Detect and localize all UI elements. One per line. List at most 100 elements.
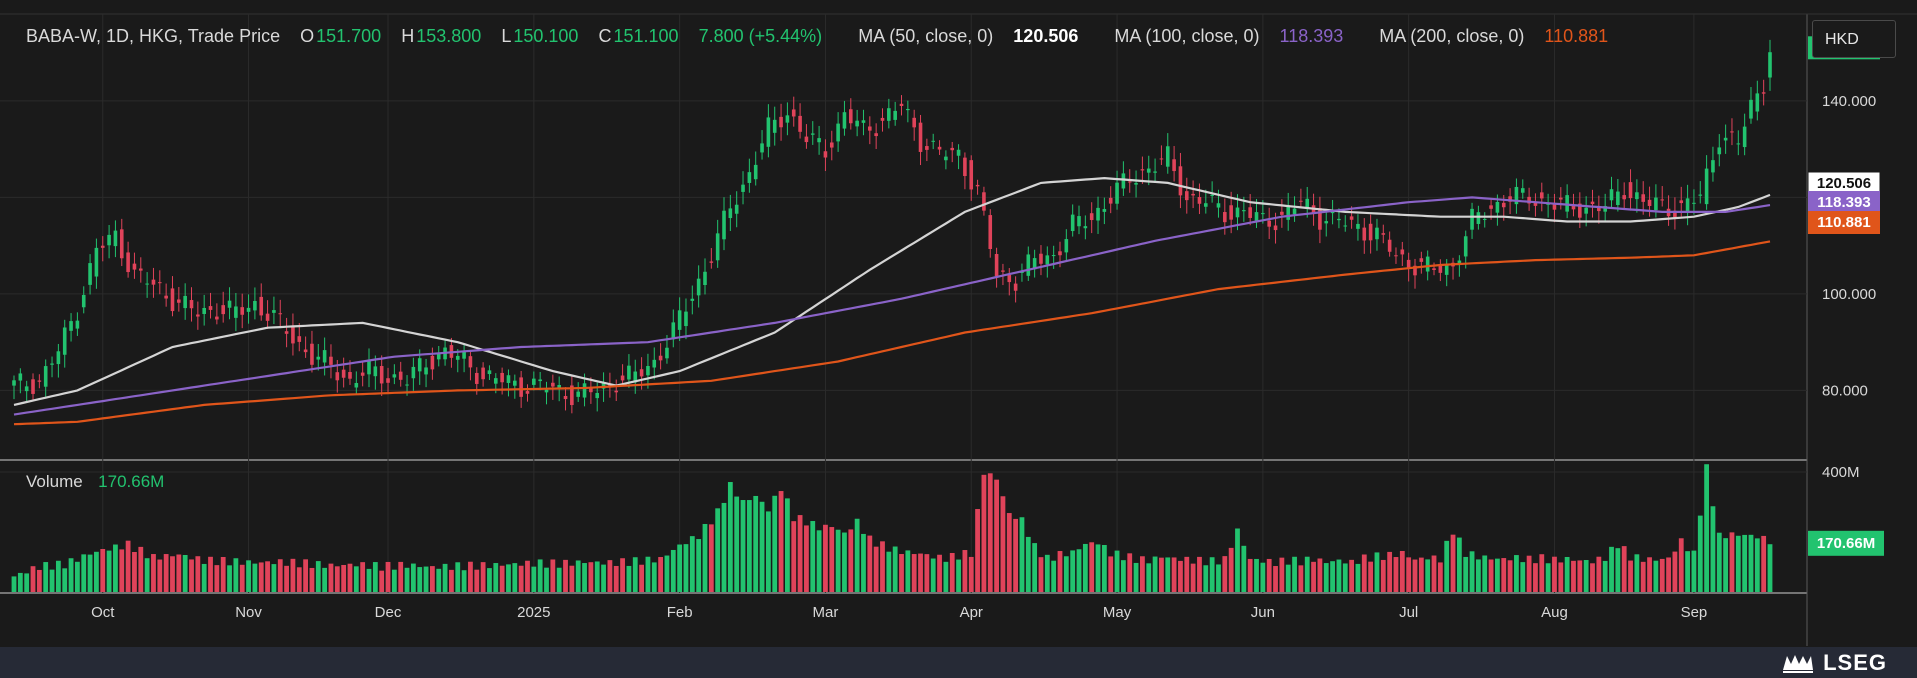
volume-bar <box>315 561 321 592</box>
candle-body <box>75 320 80 329</box>
volume-bar <box>842 532 847 592</box>
candle-body <box>1616 191 1620 205</box>
volume-bar <box>810 521 816 592</box>
candle-body <box>417 358 422 372</box>
candle-body <box>1533 202 1538 206</box>
lseg-mark-icon <box>1783 655 1814 673</box>
candle-body <box>861 120 866 123</box>
volume-bar <box>981 474 987 592</box>
volume-bar <box>746 500 752 592</box>
volume-bar <box>696 539 702 592</box>
candle-body <box>100 245 105 248</box>
volume-bar <box>360 562 366 592</box>
candle-body <box>734 204 739 214</box>
volume-value: 170.66M <box>98 472 165 491</box>
candle-body <box>1368 223 1373 241</box>
candle-body <box>601 382 606 389</box>
candle-body <box>1463 236 1468 257</box>
candle-body <box>696 278 701 296</box>
currency-button[interactable]: HKD <box>1812 20 1896 58</box>
volume-bar <box>937 554 942 592</box>
candle-body <box>145 283 149 285</box>
candle-body <box>107 234 111 246</box>
ma200-label: MA (200, close, 0) <box>1379 26 1525 46</box>
candle-body <box>1064 239 1069 253</box>
volume-bar <box>1038 557 1044 592</box>
volume-bar <box>277 559 283 592</box>
candle-body <box>766 117 771 147</box>
volume-bar <box>1564 556 1570 592</box>
price-label-box <box>1808 191 1880 214</box>
candle-body <box>56 351 61 365</box>
candle-body <box>208 306 213 310</box>
candle-body <box>741 184 745 192</box>
candle-body <box>436 353 441 360</box>
volume-bar <box>11 576 17 592</box>
volume-bar <box>740 500 746 592</box>
volume-bar <box>1006 513 1012 592</box>
volume-bar <box>24 573 30 592</box>
volume-bar <box>1336 559 1342 592</box>
volume-bar <box>1057 551 1063 592</box>
volume-bar <box>518 565 524 592</box>
volume-bar <box>1418 557 1424 592</box>
candle-body <box>69 321 73 331</box>
candle-body <box>322 350 327 363</box>
volume-bar <box>68 558 74 592</box>
candle-body <box>373 366 378 377</box>
price-label-text: 118.393 <box>1817 194 1870 211</box>
volume-bar <box>1304 556 1310 592</box>
volume-bar <box>930 558 936 592</box>
open-label: O <box>300 26 315 46</box>
volume-bar <box>252 563 258 592</box>
candle-body <box>1698 194 1703 196</box>
logo-text: LSEG <box>1823 650 1887 675</box>
volume-bar <box>550 559 556 592</box>
candle-body <box>1508 196 1512 202</box>
volume-bar <box>791 521 797 592</box>
candle-body <box>1419 258 1424 262</box>
candle-body <box>538 379 542 382</box>
candle-body <box>37 380 42 382</box>
candle-body <box>1203 203 1208 207</box>
candle-body <box>1489 205 1493 209</box>
volume-bar <box>372 562 378 592</box>
volume-bar <box>1425 559 1431 592</box>
volume-bar <box>328 563 334 592</box>
volume-bar <box>658 557 664 592</box>
candle-body <box>1514 186 1519 205</box>
volume-bar <box>1393 557 1399 592</box>
candle-body <box>513 380 517 386</box>
volume-bar <box>816 530 822 592</box>
candle-body <box>690 298 695 301</box>
volume-bar <box>1114 550 1120 592</box>
time-tick-label: Aug <box>1541 604 1568 621</box>
volume-bar <box>721 502 727 592</box>
volume-bar <box>797 515 803 592</box>
volume-bar <box>1051 560 1057 592</box>
volume-bar <box>1101 545 1107 592</box>
volume-bar <box>1469 551 1475 592</box>
volume-bar <box>449 569 454 592</box>
candle-body <box>1609 189 1614 201</box>
volume-bar <box>1653 560 1659 592</box>
volume-bar <box>423 566 429 592</box>
candle-body <box>405 384 409 386</box>
candle-body <box>164 295 168 299</box>
candle-body <box>24 386 29 392</box>
volume-bar <box>1076 549 1082 592</box>
price-tick-label: 80.000 <box>1822 382 1868 399</box>
candle-body <box>753 164 758 180</box>
candle-body <box>1501 202 1506 208</box>
volume-bar <box>867 535 873 592</box>
volume-bar <box>1082 543 1088 592</box>
volume-bar <box>138 546 144 592</box>
volume-bar <box>778 491 784 592</box>
footer-bar <box>0 647 1917 678</box>
volume-bar <box>493 563 499 592</box>
volume-bar <box>1108 556 1114 592</box>
candle-body <box>1032 258 1037 270</box>
candle-body <box>684 311 688 327</box>
volume-bar <box>1133 562 1139 592</box>
